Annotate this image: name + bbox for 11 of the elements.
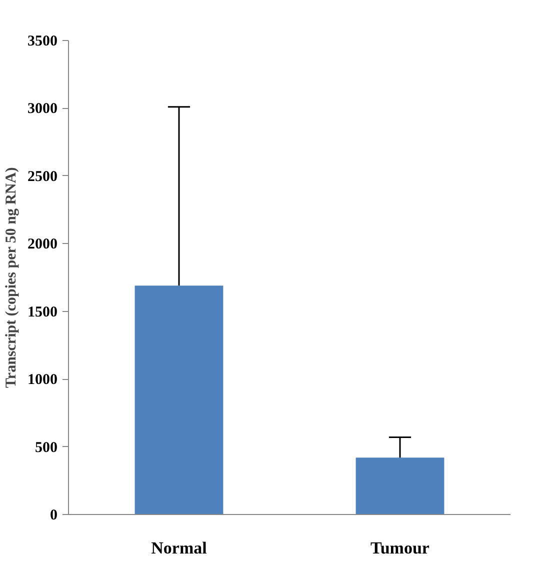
y-tick-label: 1000 <box>28 372 58 388</box>
y-tick-label: 1500 <box>28 304 58 320</box>
y-tick-label: 3500 <box>28 34 58 50</box>
y-tick-label: 2500 <box>28 168 58 185</box>
y-axis-title: Transcript (copies per 50 ng RNA) <box>4 167 20 388</box>
x-tick-label: Tumour <box>370 538 430 558</box>
x-tick-label: Normal <box>151 538 208 558</box>
y-tick-label: 3000 <box>28 101 58 118</box>
y-tick-label: 0 <box>50 508 58 524</box>
y-tick-label: 500 <box>35 440 58 456</box>
y-tick-label: 2000 <box>28 236 58 253</box>
